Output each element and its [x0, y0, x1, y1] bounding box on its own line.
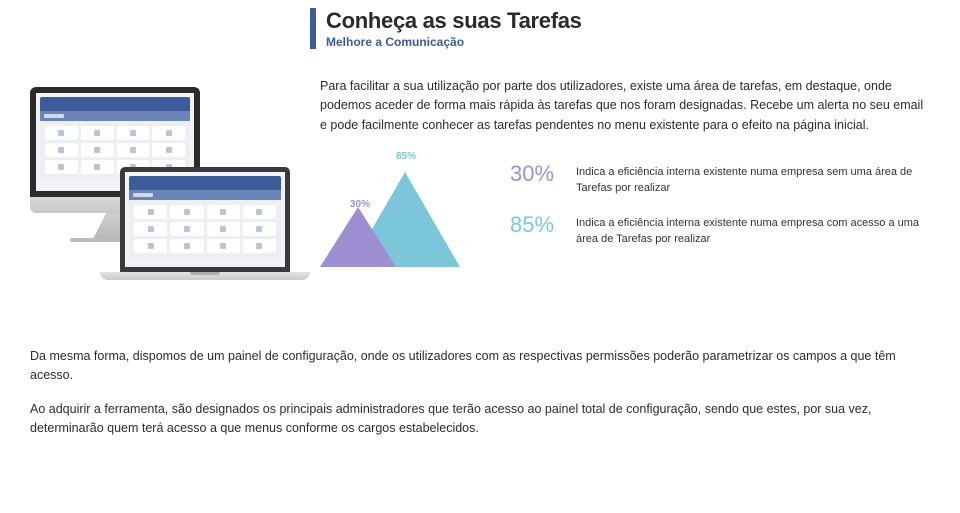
intro-paragraph: Para facilitar a sua utilização por part…	[320, 77, 930, 135]
bottom-paragraph-1: Da mesma forma, dispomos de um painel de…	[30, 347, 930, 386]
page-title: Conheça as suas Tarefas	[326, 8, 930, 34]
efficiency-chart-row: 85% 30% 30% Indica a eficiência interna …	[320, 157, 930, 267]
chart-label-big: 85%	[396, 151, 416, 162]
legend-pct-30: 30%	[510, 161, 564, 187]
triangle-small	[320, 207, 396, 267]
legend-text-30: Indica a eficiência interna existente nu…	[576, 161, 930, 196]
triangle-chart: 85% 30%	[320, 157, 480, 267]
title-block: Conheça as suas Tarefas Melhore a Comuni…	[310, 8, 930, 49]
bottom-paragraph-2: Ao adquirir a ferramenta, são designados…	[30, 400, 930, 439]
device-mockups	[30, 77, 290, 297]
chart-legend: 30% Indica a eficiência interna existent…	[510, 161, 930, 263]
legend-item-30: 30% Indica a eficiência interna existent…	[510, 161, 930, 196]
macbook-screen	[120, 167, 290, 272]
legend-text-85: Indica a eficiência interna existente nu…	[576, 212, 930, 247]
intro-text-column: Para facilitar a sua utilização por part…	[320, 77, 930, 267]
page-subtitle: Melhore a Comunicação	[326, 35, 930, 49]
page-header: Conheça as suas Tarefas Melhore a Comuni…	[310, 8, 930, 49]
bottom-section: Da mesma forma, dispomos de um painel de…	[30, 347, 930, 439]
intro-section: Para facilitar a sua utilização por part…	[30, 77, 930, 297]
macbook-mockup	[100, 167, 310, 280]
legend-pct-85: 85%	[510, 212, 564, 238]
legend-item-85: 85% Indica a eficiência interna existent…	[510, 212, 930, 247]
